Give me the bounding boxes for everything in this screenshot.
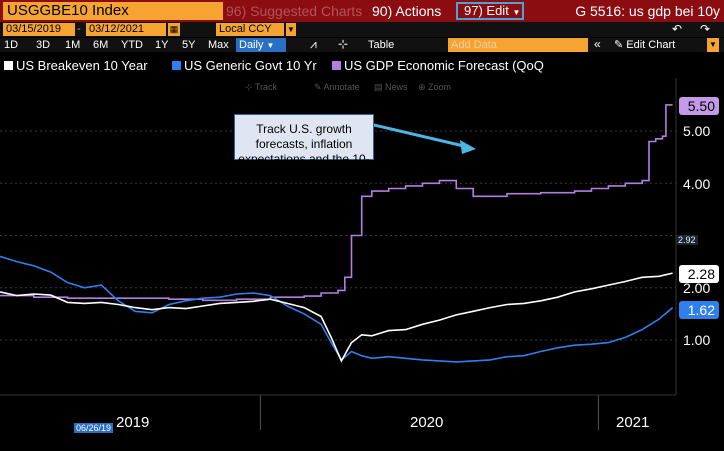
ticker-field[interactable]: USGGBE10 Index bbox=[3, 2, 223, 20]
pencil-icon: ✎ bbox=[614, 39, 627, 51]
date-toolbar bbox=[0, 22, 724, 37]
edit-label: 97) Edit bbox=[464, 3, 509, 18]
date-separator: - bbox=[77, 23, 81, 35]
crosshair-icon[interactable]: ⊹ bbox=[338, 37, 349, 51]
y-tick-small: 2.92 bbox=[676, 235, 698, 245]
collapse-icon[interactable]: « bbox=[594, 37, 601, 51]
series-lines bbox=[0, 104, 674, 363]
tool-label: Track bbox=[254, 82, 278, 92]
annotation-text: Track U.S. growth forecasts, inflation e… bbox=[238, 122, 370, 181]
breakeven-last-value: 2.28 bbox=[679, 265, 719, 283]
x-tick: 2021 bbox=[616, 414, 650, 431]
actions-label: 90) Actions bbox=[372, 3, 442, 19]
legend-swatch bbox=[332, 61, 341, 70]
gdp-last-value: 5.50 bbox=[679, 97, 719, 115]
range-1d[interactable]: 1D bbox=[4, 39, 19, 51]
legend-label: US GDP Economic Forecast (QoQ bbox=[344, 58, 544, 73]
range-ytd[interactable]: YTD bbox=[121, 39, 143, 51]
chart-name: G 5516: us gdp bei 10y bbox=[575, 3, 720, 19]
annotate-tool[interactable]: ✎ Annotate bbox=[314, 82, 360, 92]
range-max[interactable]: Max bbox=[208, 39, 229, 51]
end-date-field[interactable]: 03/12/2021 bbox=[86, 23, 166, 36]
caret-down-icon[interactable]: ▼ bbox=[286, 23, 296, 36]
currency-select[interactable]: Local CCY bbox=[216, 23, 284, 36]
frequency-label: Daily bbox=[239, 39, 264, 51]
news-tool[interactable]: ▤ News bbox=[374, 82, 408, 92]
range-3d[interactable]: 3D bbox=[36, 39, 51, 51]
tool-label: News bbox=[385, 82, 408, 92]
y-tick: 2.00 bbox=[683, 280, 711, 296]
range-6m[interactable]: 6M bbox=[93, 39, 109, 51]
series-line-1 bbox=[0, 255, 674, 363]
y-tick: 5.00 bbox=[683, 123, 711, 139]
legend-item-gdp[interactable]: US GDP Economic Forecast (QoQ bbox=[332, 58, 544, 74]
series-line-2 bbox=[0, 104, 673, 302]
start-date-field[interactable]: 03/15/2019 bbox=[3, 23, 75, 36]
caret-down-icon: ▼ bbox=[512, 8, 521, 17]
x-tick: 2020 bbox=[410, 414, 444, 431]
tool-label: Zoom bbox=[428, 82, 452, 92]
table-button[interactable]: Table bbox=[368, 39, 395, 51]
calendar-icon[interactable]: ▦ bbox=[168, 23, 180, 36]
frequency-select[interactable]: Daily ▼ bbox=[236, 38, 286, 52]
range-5y[interactable]: 5Y bbox=[182, 39, 196, 51]
annotation-box[interactable]: Track U.S. growth forecasts, inflation e… bbox=[234, 114, 374, 181]
redo-icon[interactable]: ↷ bbox=[700, 22, 711, 36]
legend-swatch bbox=[172, 61, 181, 70]
series-line-0 bbox=[0, 272, 673, 363]
track-tool[interactable]: ⊹ Track bbox=[245, 82, 278, 92]
annotation-arrow bbox=[373, 123, 476, 154]
range-1m[interactable]: 1M bbox=[65, 39, 81, 51]
legend-swatch bbox=[4, 61, 13, 70]
legend-item-govt10[interactable]: US Generic Govt 10 Yr bbox=[172, 58, 317, 74]
add-data-input[interactable]: Add Data bbox=[448, 38, 588, 52]
govt10-last-value: 1.62 bbox=[679, 301, 719, 319]
edit-menu[interactable]: 97) Edit ▼ bbox=[456, 2, 524, 20]
legend-item-breakeven[interactable]: US Breakeven 10 Year bbox=[4, 58, 148, 74]
x-tick: 2019 bbox=[116, 414, 150, 431]
tool-label: Annotate bbox=[323, 82, 360, 92]
legend-label: US Generic Govt 10 Yr bbox=[184, 58, 317, 73]
arrow-line bbox=[373, 123, 469, 149]
arrow-head bbox=[460, 140, 476, 154]
chart-type-icon[interactable]: ⩘ bbox=[310, 37, 317, 51]
caret-down-icon: ▼ bbox=[266, 41, 275, 50]
legend-label: US Breakeven 10 Year bbox=[16, 58, 148, 73]
zoom-tool[interactable]: ⊕ Zoom bbox=[418, 82, 452, 92]
y-tick: 4.00 bbox=[683, 176, 711, 192]
cursor-date: 06/26/19 bbox=[74, 423, 114, 433]
caret-down-icon[interactable]: ▼ bbox=[707, 38, 719, 52]
range-1y[interactable]: 1Y bbox=[155, 39, 169, 51]
edit-chart-label: Edit Chart bbox=[626, 39, 676, 51]
undo-icon[interactable]: ↶ bbox=[672, 22, 683, 36]
y-tick: 1.00 bbox=[683, 332, 711, 348]
suggested-charts-button[interactable]: 96) Suggested Charts bbox=[226, 3, 363, 19]
edit-chart-button[interactable]: ✎ Edit Chart bbox=[614, 38, 675, 52]
